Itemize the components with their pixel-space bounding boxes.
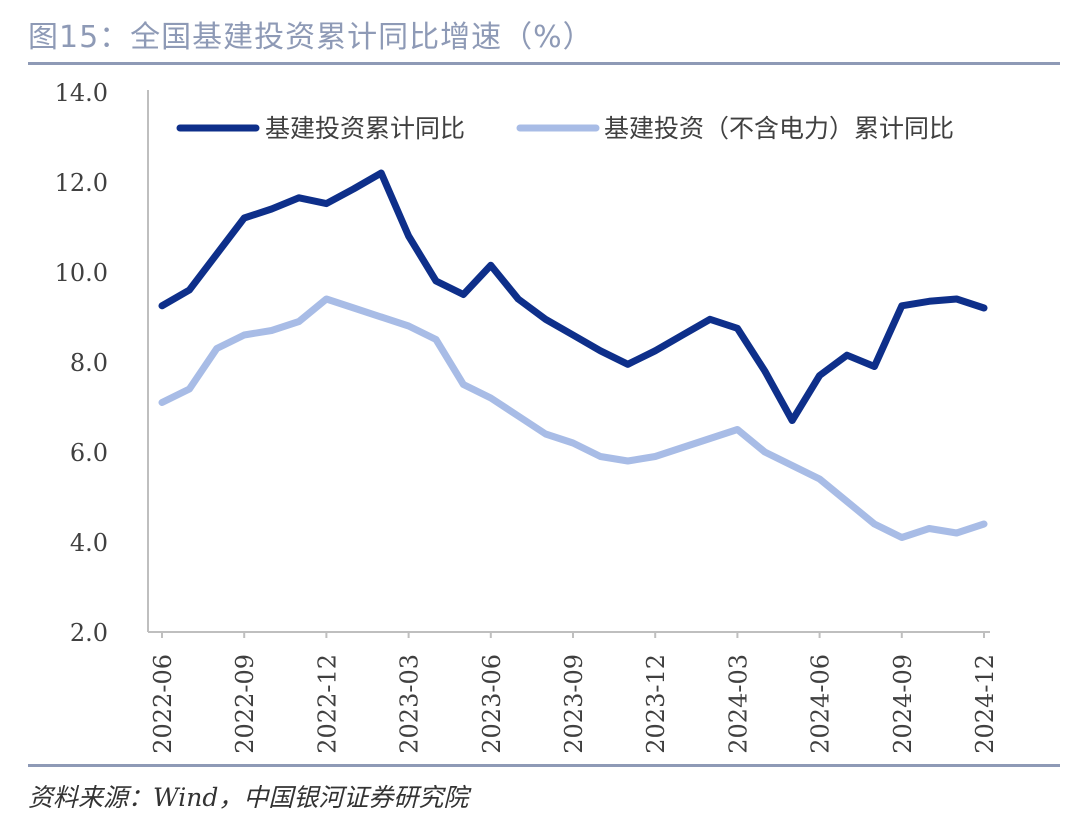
legend: 基建投资累计同比 基建投资（不含电力）累计同比: [176, 114, 954, 143]
x-tick-label: 2023-03: [396, 654, 424, 754]
y-tick-label: 4.0: [70, 529, 108, 557]
y-tick-label: 6.0: [70, 439, 108, 467]
y-tick-label: 12.0: [55, 169, 108, 197]
y-tick-label: 14.0: [55, 79, 108, 107]
x-tick-label: 2024-09: [889, 654, 917, 754]
x-tick-label: 2024-12: [971, 654, 999, 754]
legend-label: 基建投资（不含电力）累计同比: [604, 114, 954, 143]
series-layer: [158, 169, 988, 541]
series-line-infrastructure-ex-power: [158, 295, 988, 541]
x-tick-label: 2023-09: [560, 654, 588, 754]
legend-label: 基建投资累计同比: [265, 114, 465, 143]
series-line-infrastructure: [158, 169, 988, 424]
x-tick-label: 2023-12: [642, 654, 670, 754]
y-tick-label: 10.0: [55, 259, 108, 287]
axes: 2.0 4.0 6.0 8.0 10.0 12.0 14.0 2022-06 2022-09 20…: [55, 79, 999, 754]
y-tick-label: 2.0: [70, 619, 108, 647]
x-tick-label: 2022-09: [231, 654, 259, 754]
y-tick-label: 8.0: [70, 349, 108, 377]
figure-title: 图15：全国基建投资累计同比增速（%）: [28, 20, 594, 55]
title-divider: [28, 62, 1060, 65]
x-tick-label: 2024-03: [724, 654, 752, 754]
footer-divider: [28, 764, 1060, 767]
x-tick-label: 2022-06: [149, 654, 177, 754]
x-tick-label: 2022-12: [313, 654, 341, 754]
x-tick-label: 2023-06: [478, 654, 506, 754]
source-note: 资料来源：Wind，中国银河证券研究院: [28, 783, 469, 812]
x-tick-label: 2024-06: [807, 654, 835, 754]
